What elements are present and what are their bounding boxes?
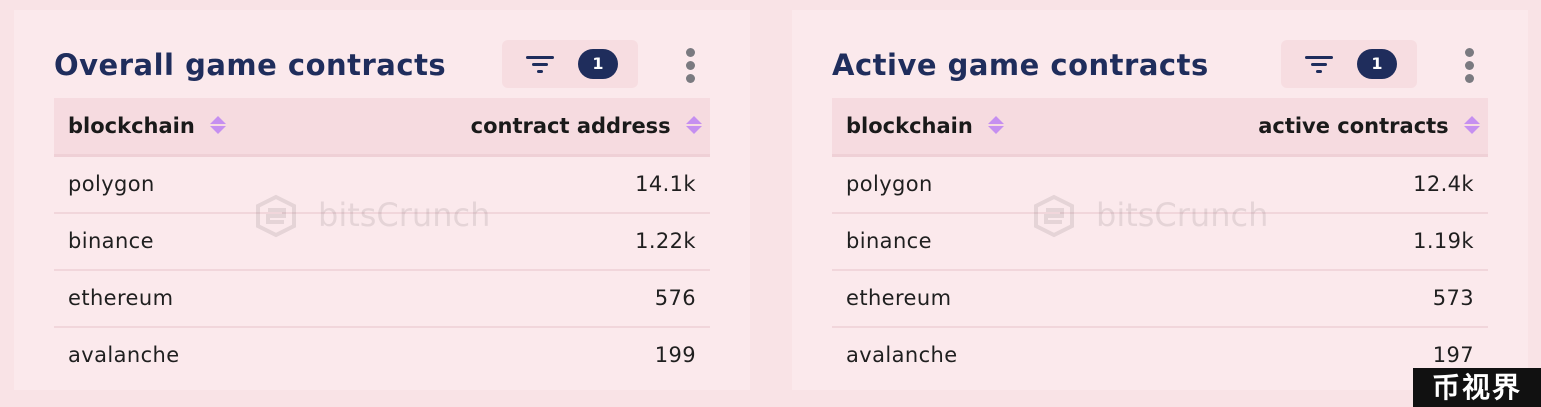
sort-icon[interactable] xyxy=(686,115,702,135)
column-header-label: active contracts xyxy=(1258,114,1449,138)
value-cell: 1.19k xyxy=(1413,229,1474,253)
column-header-active-contracts[interactable]: active contracts xyxy=(1258,114,1480,138)
filter-count-badge: 1 xyxy=(578,49,618,79)
card-header: Overall game contracts 1 xyxy=(54,40,710,90)
value-cell: 199 xyxy=(654,343,696,367)
table-header: blockchain contract address xyxy=(54,98,710,157)
data-table: blockchain active contracts polygon 12.4… xyxy=(832,98,1488,383)
column-header-contract-address[interactable]: contract address xyxy=(470,114,702,138)
blockchain-cell: polygon xyxy=(846,172,933,196)
filter-button[interactable]: 1 xyxy=(1281,40,1417,88)
kebab-menu-icon[interactable] xyxy=(683,48,697,84)
column-header-label: blockchain xyxy=(68,114,195,138)
table-row: ethereum 576 xyxy=(54,271,710,328)
kebab-menu-icon[interactable] xyxy=(1462,48,1476,84)
value-cell: 573 xyxy=(1432,286,1474,310)
value-cell: 197 xyxy=(1432,343,1474,367)
blockchain-cell: binance xyxy=(846,229,932,253)
filter-icon xyxy=(1305,56,1333,74)
sort-icon[interactable] xyxy=(1464,115,1480,135)
overall-game-contracts-card: Overall game contracts 1 blockchain cont… xyxy=(14,10,750,390)
blockchain-cell: ethereum xyxy=(68,286,174,310)
corner-badge: 币视界 xyxy=(1413,368,1541,407)
column-header-label: contract address xyxy=(470,114,671,138)
column-header-blockchain[interactable]: blockchain xyxy=(68,114,227,138)
table-row: ethereum 573 xyxy=(832,271,1488,328)
card-header: Active game contracts 1 xyxy=(832,40,1488,90)
blockchain-cell: avalanche xyxy=(846,343,958,367)
blockchain-cell: ethereum xyxy=(846,286,952,310)
table-row: binance 1.19k xyxy=(832,214,1488,271)
sort-icon[interactable] xyxy=(988,115,1005,135)
blockchain-cell: avalanche xyxy=(68,343,180,367)
value-cell: 576 xyxy=(654,286,696,310)
value-cell: 14.1k xyxy=(635,172,696,196)
column-header-blockchain[interactable]: blockchain xyxy=(846,114,1005,138)
table-row: binance 1.22k xyxy=(54,214,710,271)
card-title: Active game contracts xyxy=(832,48,1209,82)
filter-button[interactable]: 1 xyxy=(502,40,638,88)
table-row: avalanche 199 xyxy=(54,328,710,383)
table-row: polygon 12.4k xyxy=(832,157,1488,214)
value-cell: 1.22k xyxy=(635,229,696,253)
data-table: blockchain contract address polygon 14.1… xyxy=(54,98,710,383)
filter-icon xyxy=(526,56,554,74)
blockchain-cell: polygon xyxy=(68,172,155,196)
table-header: blockchain active contracts xyxy=(832,98,1488,157)
table-row: polygon 14.1k xyxy=(54,157,710,214)
table-row: avalanche 197 xyxy=(832,328,1488,383)
card-title: Overall game contracts xyxy=(54,48,447,82)
column-header-label: blockchain xyxy=(846,114,973,138)
active-game-contracts-card: Active game contracts 1 blockchain activ… xyxy=(792,10,1528,390)
filter-count-badge: 1 xyxy=(1357,49,1397,79)
sort-icon[interactable] xyxy=(210,115,227,135)
value-cell: 12.4k xyxy=(1413,172,1474,196)
blockchain-cell: binance xyxy=(68,229,154,253)
